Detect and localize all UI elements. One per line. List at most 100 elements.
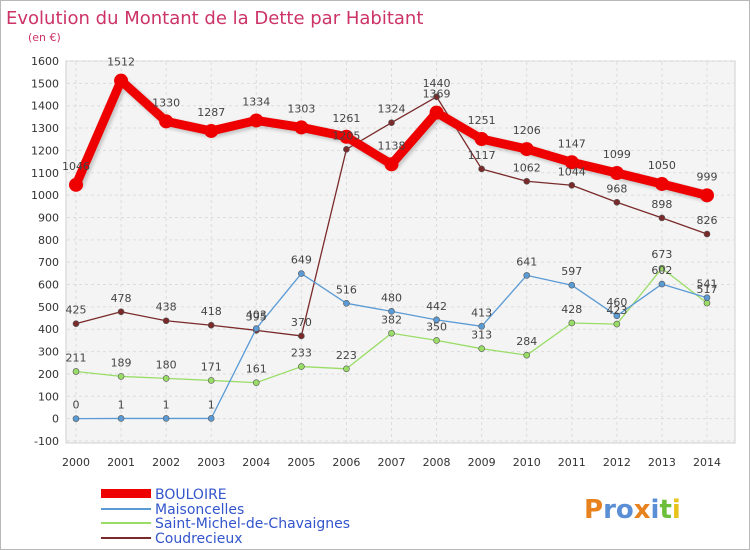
series-point <box>658 264 666 272</box>
data-label: 898 <box>651 198 672 211</box>
chart-subtitle: (en €) <box>28 31 61 44</box>
data-label: 403 <box>246 309 267 322</box>
data-label: 428 <box>561 303 582 316</box>
data-label: 1 <box>118 398 125 411</box>
data-label: 1440 <box>423 77 451 90</box>
y-tick-label: 300 <box>38 346 59 359</box>
series-point <box>117 373 125 380</box>
data-label: 1 <box>208 398 215 411</box>
data-label: 1206 <box>513 124 541 137</box>
series-point <box>474 132 489 147</box>
x-tick-label: 2008 <box>423 456 451 469</box>
series-point <box>252 325 260 332</box>
series-point <box>388 308 395 315</box>
legend-label: BOULOIRE <box>155 487 227 503</box>
series-point <box>609 165 624 180</box>
data-label: 0 <box>73 399 80 412</box>
y-tick-label: -100 <box>34 435 59 448</box>
series-point <box>613 312 621 320</box>
data-label: 223 <box>336 349 357 362</box>
data-label: 1303 <box>287 102 315 115</box>
y-tick-label: 1600 <box>31 55 59 68</box>
data-label: 1369 <box>423 88 451 101</box>
series-point <box>159 114 174 129</box>
data-label: 517 <box>697 283 718 296</box>
series-point <box>249 113 264 128</box>
series-point <box>658 280 666 288</box>
data-label: 233 <box>291 347 312 360</box>
data-label: 597 <box>561 265 582 278</box>
series-point <box>207 415 215 422</box>
series-point <box>429 105 444 120</box>
series-point <box>72 415 80 422</box>
series-point <box>117 415 125 422</box>
series-point <box>388 329 395 337</box>
x-tick-label: 2001 <box>107 456 135 469</box>
data-label: 350 <box>426 320 447 333</box>
series-point <box>700 188 714 203</box>
series-point <box>384 157 399 172</box>
series-point <box>568 319 576 327</box>
series-point <box>117 308 125 316</box>
y-tick-label: 1300 <box>31 122 59 135</box>
series-point <box>568 281 576 289</box>
series-point <box>343 365 350 373</box>
y-tick-label: 600 <box>38 279 59 292</box>
y-tick-label: 1200 <box>31 144 59 157</box>
y-tick-label: 400 <box>38 323 59 336</box>
legend-label: Maisoncelles <box>155 502 244 518</box>
series-point <box>294 120 309 135</box>
series-point <box>343 300 350 307</box>
series-point <box>478 165 485 173</box>
data-label: 649 <box>291 254 312 267</box>
series-point <box>339 129 354 144</box>
data-label: 189 <box>111 356 132 369</box>
x-tick-label: 2010 <box>513 456 541 469</box>
series-point <box>298 270 305 277</box>
data-label: 460 <box>606 296 627 309</box>
data-label: 1044 <box>558 165 586 178</box>
data-label: 313 <box>471 329 492 342</box>
data-label: 999 <box>697 170 718 183</box>
series-point <box>72 320 80 327</box>
series-point <box>478 345 485 352</box>
x-tick-label: 2005 <box>287 456 315 469</box>
series-point <box>207 377 215 384</box>
data-label: 442 <box>426 300 447 313</box>
data-label: 211 <box>66 351 87 364</box>
series-point <box>207 321 215 329</box>
series-point <box>703 294 711 302</box>
data-label: 1512 <box>107 56 135 69</box>
data-label: 478 <box>111 292 132 305</box>
data-label: 438 <box>156 301 177 314</box>
y-tick-label: 1400 <box>31 100 59 113</box>
x-tick-label: 2013 <box>648 456 676 469</box>
data-label: 382 <box>381 313 402 326</box>
y-tick-label: 500 <box>38 301 59 314</box>
series-point <box>613 198 621 206</box>
series-point <box>433 316 440 324</box>
data-label: 395 <box>246 310 267 323</box>
data-label: 968 <box>606 182 627 195</box>
series-point <box>162 375 170 382</box>
data-label: 1324 <box>378 103 406 116</box>
data-label: 1138 <box>378 139 406 152</box>
data-label: 418 <box>201 305 222 318</box>
series-point <box>568 181 576 189</box>
series-point <box>564 155 579 170</box>
data-label: 1251 <box>468 114 496 127</box>
series-point <box>523 351 531 359</box>
x-tick-label: 2002 <box>152 456 180 469</box>
data-label: 425 <box>66 304 87 317</box>
data-label: 541 <box>697 278 718 291</box>
data-label: 1099 <box>603 148 631 161</box>
y-tick-label: 1100 <box>31 167 59 180</box>
data-label: 180 <box>156 358 177 371</box>
series-point <box>69 177 83 192</box>
x-tick-label: 2007 <box>378 456 406 469</box>
data-label: 1117 <box>468 149 496 162</box>
data-label: 480 <box>381 291 402 304</box>
series-point <box>523 177 531 185</box>
x-tick-label: 2011 <box>558 456 586 469</box>
